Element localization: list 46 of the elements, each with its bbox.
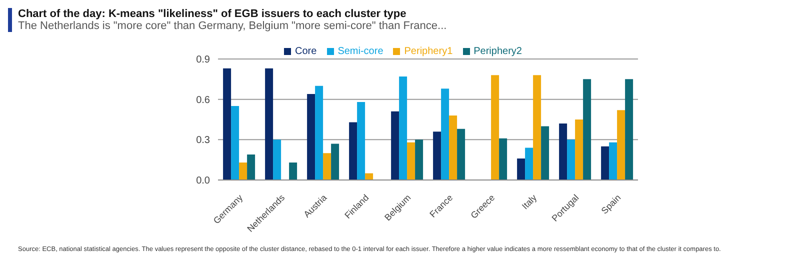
bar [357,102,366,180]
bar [391,111,400,180]
bar [231,106,240,180]
bar [307,94,316,180]
bar [517,158,526,180]
legend-label: Core [295,46,317,57]
bar [265,68,274,180]
bar [239,162,248,180]
legend-label: Periphery2 [474,46,522,57]
chart-subtitle: The Netherlands is "more core" than Germany, Belgium "more semi-core" than France... [18,20,448,32]
bar [349,122,358,180]
bar [273,140,282,180]
bar [289,162,298,180]
bar [415,140,424,180]
bar [441,88,450,180]
bar [625,79,634,180]
y-tick-label: 0.3 [196,135,210,146]
bar [449,115,458,180]
bar [315,86,324,180]
bar [617,110,626,180]
bar [525,148,534,180]
bar [499,138,508,180]
bar [541,126,550,180]
bar [601,146,610,180]
bar [491,75,500,180]
bar [223,68,232,180]
x-tick-label: Italy [520,192,540,212]
bar [609,142,618,180]
bar [407,142,416,180]
bar [575,120,584,180]
bar [399,76,408,180]
bar [567,140,576,180]
bar [433,132,442,180]
legend-label: Semi-core [338,46,384,57]
bar [457,128,466,180]
y-tick-label: 0.6 [196,94,210,106]
bar [533,75,542,180]
y-tick-label: 0.9 [196,54,210,66]
y-tick-label: 0.0 [196,176,210,187]
bar [247,154,256,180]
legend-label: Periphery1 [404,46,453,57]
chart-title: Chart of the day: K-means "likeliness" of EGB issuers to each cluster type [18,8,408,20]
bar [583,79,592,180]
bar [331,144,340,180]
bar [559,124,568,180]
bar [323,153,332,180]
